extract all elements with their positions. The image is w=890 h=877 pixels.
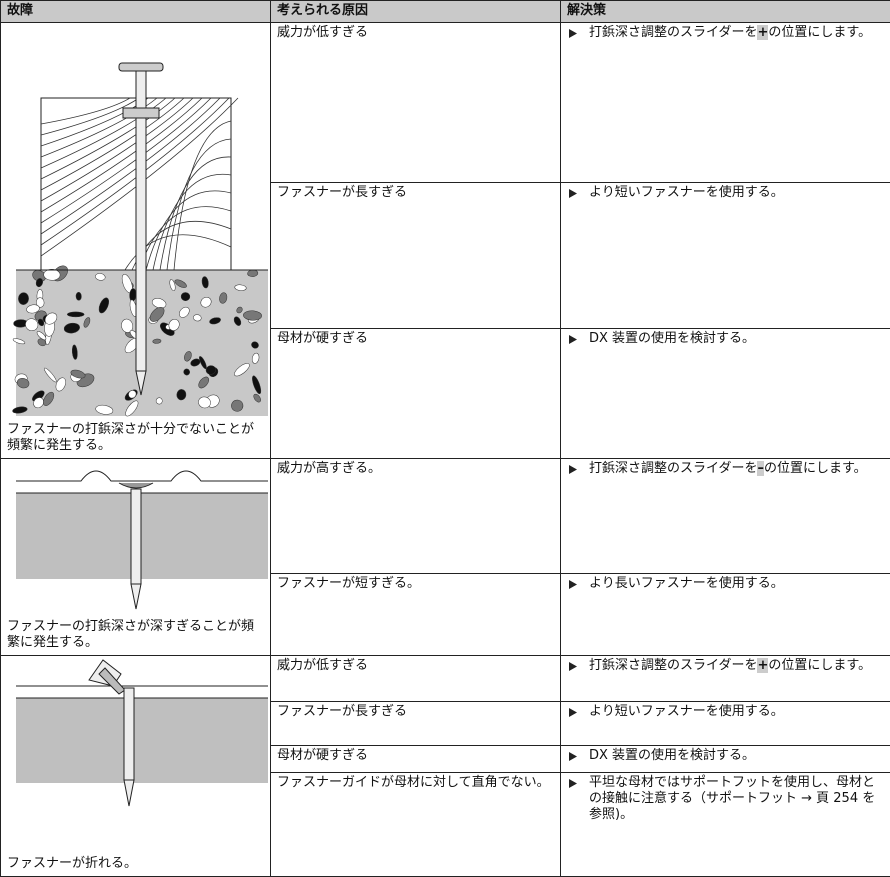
header-cell: 解決策 — [561, 1, 890, 23]
solution-part: DX 装置の使用を検討する。 — [589, 748, 755, 763]
solution-part: より長いファスナーを使用する。 — [589, 576, 784, 591]
solution-cell: DX 装置の使用を検討する。 — [561, 329, 890, 459]
bullet-icon — [569, 708, 577, 717]
fault-text: ファスナーの打鋲深さが十分でないことが頻繁に発生する。 — [7, 422, 264, 454]
solution-text: より長いファスナーを使用する。 — [589, 576, 784, 592]
solution: より長いファスナーを使用する。 — [567, 576, 884, 592]
solution-text: DX 装置の使用を検討する。 — [589, 331, 755, 347]
solution-part: + — [757, 25, 768, 40]
solution-part: DX 装置の使用を検討する。 — [589, 331, 755, 346]
cause-cell: ファスナーが長すぎる — [271, 702, 561, 746]
solution-text: 打鋲深さ調整のスライダーを+の位置にします。 — [589, 25, 871, 41]
bullet-icon — [569, 580, 577, 589]
solution-cell: より短いファスナーを使用する。 — [561, 183, 890, 329]
solution: 打鋲深さ調整のスライダーを–の位置にします。 — [567, 461, 884, 477]
header-row: 故障 考えられる原因 解決策 — [1, 1, 890, 23]
bullet-icon — [569, 779, 577, 788]
cause-cell: 威力が高すぎる。 — [271, 459, 561, 574]
solution-part: 打鋲深さ調整のスライダーを — [589, 25, 757, 40]
solution-part: の位置にします。 — [768, 25, 871, 40]
solution-cell: 打鋲深さ調整のスライダーを–の位置にします。 — [561, 459, 890, 574]
fault-cell: ファスナーの打鋲深さが十分でないことが頻繁に発生する。 — [1, 23, 271, 459]
solution-part: + — [757, 658, 768, 673]
table-row: ファスナーの打鋲深さが深すぎることが頻繁に発生する。威力が高すぎる。打鋲深さ調整… — [1, 459, 890, 574]
solution: より短いファスナーを使用する。 — [567, 185, 884, 201]
solution-part: の位置にします。 — [764, 461, 867, 476]
solution-cell: 打鋲深さ調整のスライダーを+の位置にします。 — [561, 656, 890, 702]
solution-text: より短いファスナーを使用する。 — [589, 704, 784, 720]
solution-part: より短いファスナーを使用する。 — [589, 704, 784, 719]
bullet-icon — [569, 662, 577, 671]
bullet-icon — [569, 29, 577, 38]
solution-cell: 打鋲深さ調整のスライダーを+の位置にします。 — [561, 23, 890, 183]
table-row: ファスナーが折れる。威力が低すぎる打鋲深さ調整のスライダーを+の位置にします。 — [1, 656, 890, 702]
solution: DX 装置の使用を検討する。 — [567, 748, 884, 764]
fault-cell: ファスナーの打鋲深さが深すぎることが頻繁に発生する。 — [1, 459, 271, 656]
solution-part: の位置にします。 — [768, 658, 871, 673]
cause-cell: 母材が硬すぎる — [271, 329, 561, 459]
solution-part: 平坦な母材ではサポートフットを使用し、母材との接触に注意する（サポートフット →… — [589, 775, 875, 822]
solution-text: DX 装置の使用を検討する。 — [589, 748, 755, 764]
table-row: ファスナーの打鋲深さが十分でないことが頻繁に発生する。威力が低すぎる打鋲深さ調整… — [1, 23, 890, 183]
solution-part: より短いファスナーを使用する。 — [589, 185, 784, 200]
cause-cell: ファスナーが長すぎる — [271, 183, 561, 329]
solution-cell: DX 装置の使用を検討する。 — [561, 746, 890, 772]
solution: 打鋲深さ調整のスライダーを+の位置にします。 — [567, 658, 884, 674]
solution: DX 装置の使用を検討する。 — [567, 331, 884, 347]
solution-text: 打鋲深さ調整のスライダーを+の位置にします。 — [589, 658, 871, 674]
cause-cell: 威力が低すぎる — [271, 23, 561, 183]
fault-text: ファスナーが折れる。 — [7, 856, 264, 872]
solution-part: 打鋲深さ調整のスライダーを — [589, 658, 757, 673]
solution-cell: より長いファスナーを使用する。 — [561, 573, 890, 655]
header-cell: 故障 — [1, 1, 271, 23]
bullet-icon — [569, 335, 577, 344]
solution-text: 打鋲深さ調整のスライダーを–の位置にします。 — [589, 461, 867, 477]
solution-text: より短いファスナーを使用する。 — [589, 185, 784, 201]
bullet-icon — [569, 465, 577, 474]
cause-cell: ファスナーガイドが母材に対して直角でない。 — [271, 772, 561, 877]
solution: 打鋲深さ調整のスライダーを+の位置にします。 — [567, 25, 884, 41]
solution-text: 平坦な母材ではサポートフットを使用し、母材との接触に注意する（サポートフット →… — [589, 775, 884, 823]
cause-cell: ファスナーが短すぎる。 — [271, 573, 561, 655]
solution: 平坦な母材ではサポートフットを使用し、母材との接触に注意する（サポートフット →… — [567, 775, 884, 823]
illustration — [1, 656, 269, 876]
solution-cell: より短いファスナーを使用する。 — [561, 702, 890, 746]
solution-part: 打鋲深さ調整のスライダーを — [589, 461, 757, 476]
cause-cell: 母材が硬すぎる — [271, 746, 561, 772]
fault-text: ファスナーの打鋲深さが深すぎることが頻繁に発生する。 — [7, 619, 264, 651]
solution: より短いファスナーを使用する。 — [567, 704, 884, 720]
illustration — [1, 23, 269, 418]
cause-cell: 威力が低すぎる — [271, 656, 561, 702]
bullet-icon — [569, 189, 577, 198]
fault-cell: ファスナーが折れる。 — [1, 656, 271, 877]
bullet-icon — [569, 752, 577, 761]
header-cell: 考えられる原因 — [271, 1, 561, 23]
solution-cell: 平坦な母材ではサポートフットを使用し、母材との接触に注意する（サポートフット →… — [561, 772, 890, 877]
